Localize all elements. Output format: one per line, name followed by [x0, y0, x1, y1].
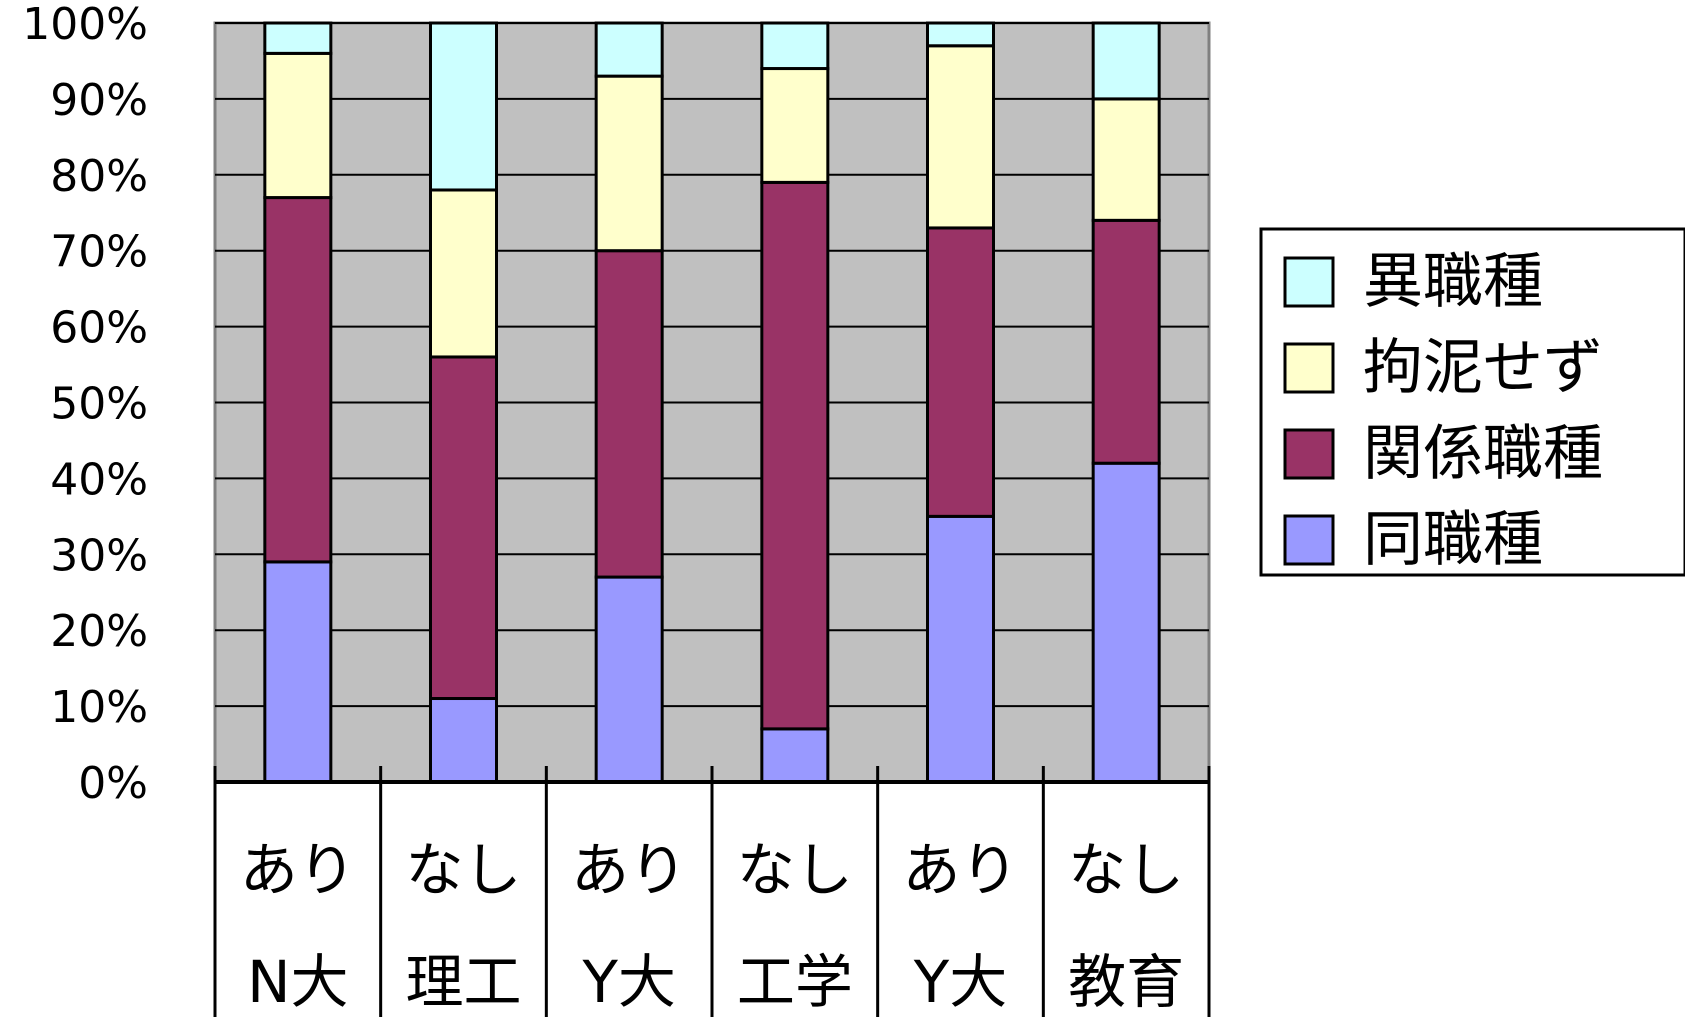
bar-segment	[594, 74, 664, 253]
bar-segment	[926, 226, 995, 518]
y-tick-label: 60%	[50, 303, 148, 354]
x-category-label: あり	[902, 836, 1018, 904]
y-tick-label: 80%	[50, 151, 148, 202]
y-tick-label: 50%	[50, 379, 148, 430]
x-category-label: 理工	[405, 948, 521, 1016]
y-tick-label: 70%	[50, 227, 148, 278]
x-category-label: 工学	[737, 948, 853, 1016]
bar-segment	[429, 188, 498, 359]
bar-segment	[594, 21, 664, 78]
bar-segment	[429, 697, 498, 784]
bar-segment	[263, 560, 333, 784]
bar-segment	[1091, 218, 1161, 465]
bar-segment	[594, 249, 664, 579]
legend-label: 同職種	[1363, 505, 1543, 575]
y-tick-label: 100%	[22, 0, 148, 50]
x-category-label: Y大	[913, 948, 1007, 1016]
legend-swatch	[1283, 428, 1335, 480]
bar-segment	[760, 180, 830, 731]
legend-swatch	[1283, 342, 1335, 394]
bar-segment	[263, 21, 333, 55]
y-tick-label: 30%	[50, 530, 148, 581]
bar-segment	[760, 21, 830, 71]
legend-label: 関係職種	[1363, 419, 1603, 489]
bar-segment	[1091, 21, 1161, 101]
bar-segment	[926, 21, 995, 48]
x-category-label: あり	[240, 836, 356, 904]
bar-segment	[1091, 97, 1161, 222]
y-tick-label: 90%	[50, 75, 148, 126]
y-tick-label: 10%	[50, 682, 148, 733]
legend-label: 異職種	[1363, 247, 1543, 317]
bar-segment	[594, 575, 664, 784]
bar-segment	[263, 196, 333, 564]
y-tick-label: 40%	[50, 454, 148, 505]
bar-segment	[429, 355, 498, 701]
bar-segment	[1091, 461, 1161, 784]
y-axis: 0% 10% 20% 30% 40% 50% 60% 70% 80% 90% 100%	[22, 0, 148, 809]
bars	[263, 21, 1161, 784]
bar-segment	[760, 727, 830, 784]
bar-segment	[263, 51, 333, 200]
x-category-label: N大	[247, 948, 348, 1016]
x-category-label: 教育	[1068, 948, 1184, 1016]
y-tick-label: 20%	[50, 606, 148, 657]
legend-label: 拘泥せず	[1363, 333, 1603, 403]
x-category-label: Y大	[581, 948, 675, 1016]
x-category-label: なし	[737, 836, 853, 904]
bar-segment	[429, 21, 498, 192]
bar-segment	[760, 67, 830, 184]
y-tick-label: 0%	[78, 758, 148, 809]
legend-swatch	[1283, 514, 1335, 566]
x-category-label: あり	[571, 836, 687, 904]
bar-segment	[926, 44, 995, 230]
legend-swatch	[1283, 256, 1335, 308]
x-category-label: なし	[405, 836, 521, 904]
bar-segment	[926, 514, 995, 784]
x-category-label: なし	[1068, 836, 1184, 904]
